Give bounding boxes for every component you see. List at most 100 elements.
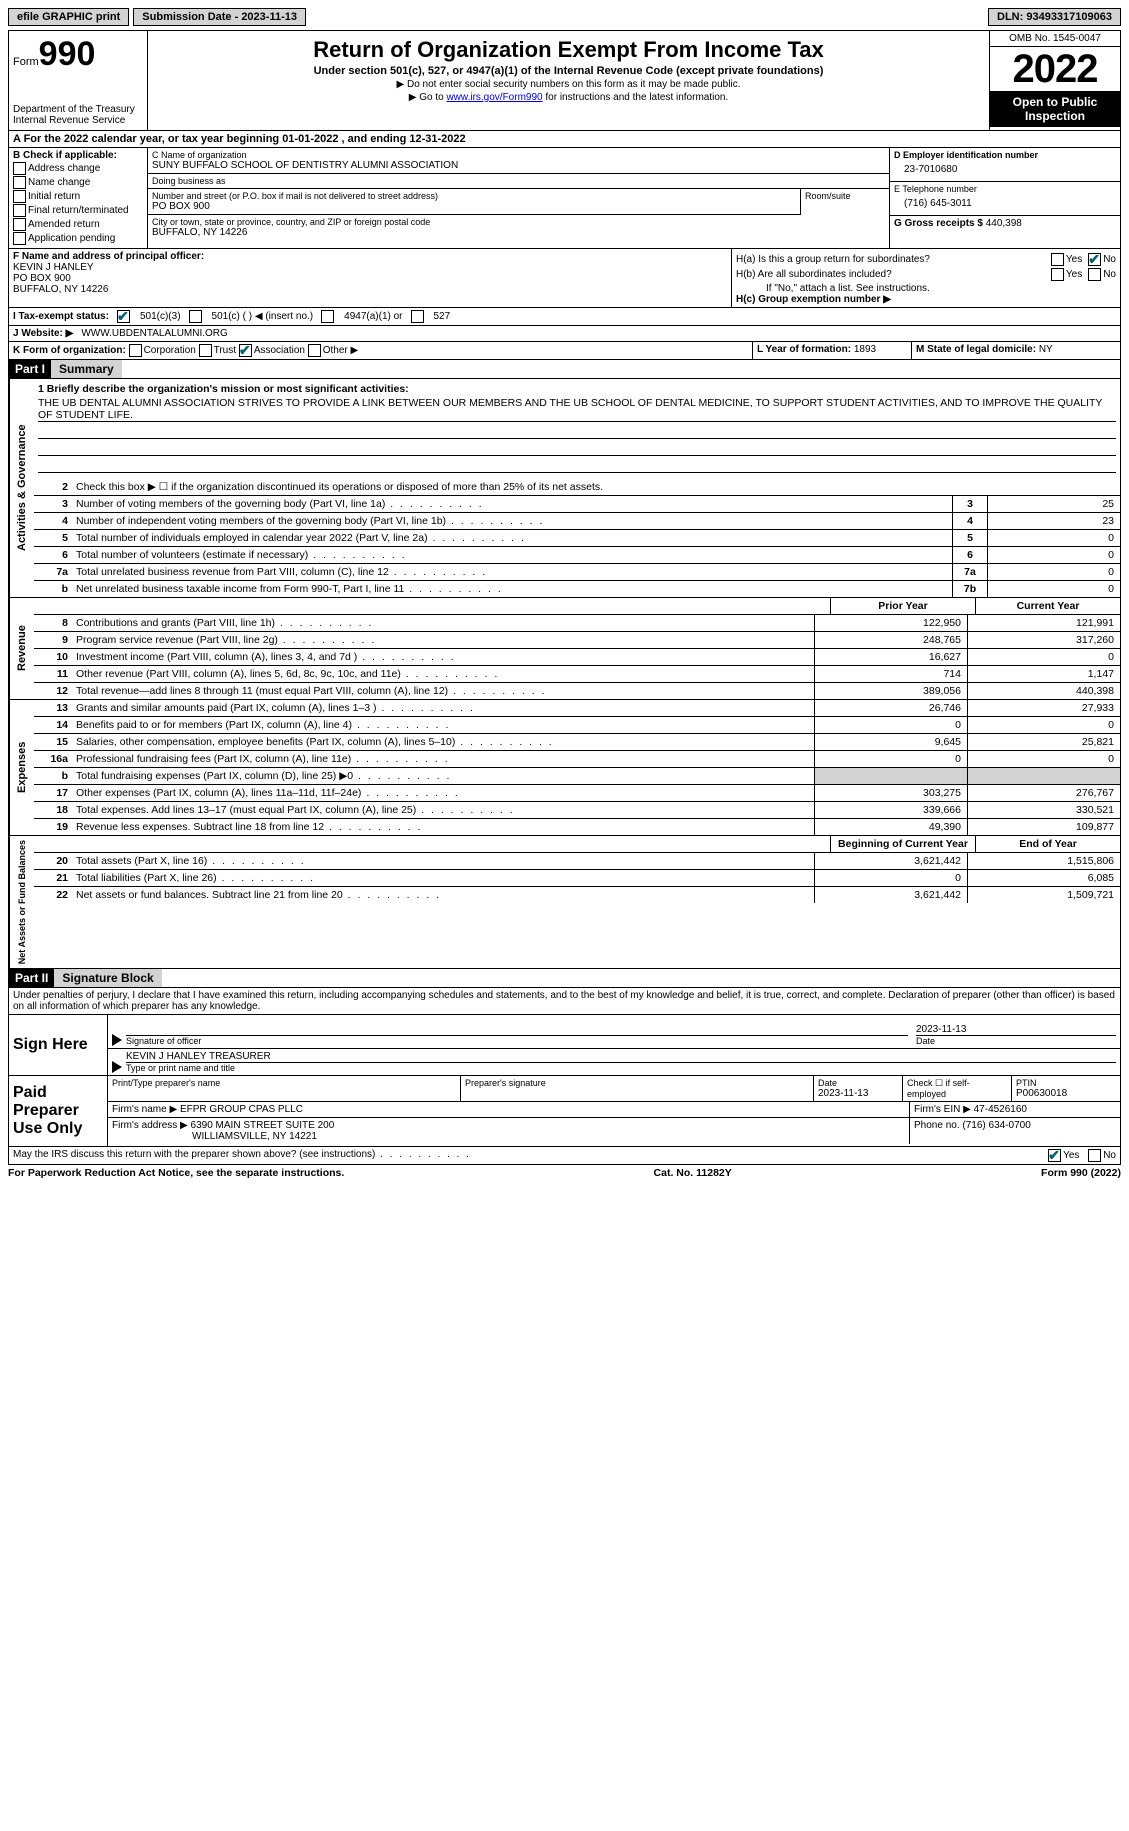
row-j-website: J Website: ▶ WWW.UBDENTALALUMNI.ORG [8,326,1121,342]
firm-addr2: WILLIAMSVILLE, NY 14221 [112,1131,317,1142]
check-pending[interactable] [13,232,26,245]
vlabel-governance: Activities & Governance [9,379,34,597]
firm-name: EFPR GROUP CPAS PLLC [180,1104,303,1115]
dba-label: Doing business as [152,176,885,186]
submission-date: Submission Date - 2023-11-13 [133,8,306,26]
check-501c[interactable] [189,310,202,323]
col-current-year: Current Year [975,598,1120,614]
form-subtitle: Under section 501(c), 527, or 4947(a)(1)… [152,65,985,77]
paid-preparer-label: Paid Preparer Use Only [9,1076,108,1146]
section-bcd: B Check if applicable: Address change Na… [8,148,1121,249]
signature-block: Under penalties of perjury, I declare th… [8,988,1121,1165]
page-footer: For Paperwork Reduction Act Notice, see … [8,1165,1121,1181]
revenue-section: Revenue Prior Year Current Year 8Contrib… [8,598,1121,700]
row-klm: K Form of organization: Corporation Trus… [8,342,1121,360]
room-label: Room/suite [801,189,889,215]
sig-name-label: Type or print name and title [126,1063,1116,1073]
irs-no[interactable] [1088,1149,1101,1162]
mission-label: 1 Briefly describe the organization's mi… [38,383,1116,395]
check-corp[interactable] [129,344,142,357]
state-domicile: NY [1039,344,1053,355]
mission-text: THE UB DENTAL ALUMNI ASSOCIATION STRIVES… [38,397,1116,422]
sig-declaration: Under penalties of perjury, I declare th… [9,988,1120,1014]
line2: Check this box ▶ ☐ if the organization d… [72,479,1120,495]
arrow-icon [112,1061,122,1073]
efile-button[interactable]: efile GRAPHIC print [8,8,129,26]
vlabel-revenue: Revenue [9,598,34,699]
row-a-calendar: A For the 2022 calendar year, or tax yea… [8,131,1121,148]
omb-number: OMB No. 1545-0047 [990,31,1120,47]
check-initial[interactable] [13,190,26,203]
org-city: BUFFALO, NY 14226 [152,227,885,238]
tel-label: E Telephone number [894,184,1116,194]
topbar: efile GRAPHIC print Submission Date - 20… [8,8,1121,26]
gross-receipts: 440,398 [986,218,1022,229]
open-inspection: Open to Public Inspection [990,91,1120,127]
vlabel-expenses: Expenses [9,700,34,835]
check-amended[interactable] [13,218,26,231]
ha-yes[interactable] [1051,253,1064,266]
sig-name: KEVIN J HANLEY TREASURER [126,1051,1116,1063]
note-link: ▶ Go to www.irs.gov/Form990 for instruct… [152,92,985,103]
note-ssn: ▶ Do not enter social security numbers o… [152,79,985,90]
firm-addr1: 6390 MAIN STREET SUITE 200 [191,1120,335,1131]
footer-left: For Paperwork Reduction Act Notice, see … [8,1167,344,1179]
sig-officer-label: Signature of officer [126,1036,908,1046]
gross-label: G Gross receipts $ [894,218,983,229]
hb-yes[interactable] [1051,268,1064,281]
officer-addr1: PO BOX 900 [13,273,727,284]
activities-governance: Activities & Governance 1 Briefly descri… [8,379,1121,598]
col-end-year: End of Year [975,836,1120,852]
city-label: City or town, state or province, country… [152,217,885,227]
ptin: P00630018 [1016,1088,1116,1099]
col-prior-year: Prior Year [830,598,975,614]
org-address: PO BOX 900 [152,201,796,212]
check-other[interactable] [308,344,321,357]
ha-no[interactable] [1088,253,1101,266]
arrow-icon [112,1034,122,1046]
part2-header: Part II Signature Block [8,969,1121,988]
ein: 23-7010680 [894,160,1116,179]
org-name: SUNY BUFFALO SCHOOL OF DENTISTRY ALUMNI … [152,160,885,171]
org-name-label: C Name of organization [152,150,885,160]
check-assoc[interactable] [239,344,252,357]
check-final[interactable] [13,204,26,217]
officer-label: F Name and address of principal officer: [13,251,727,262]
firm-phone: (716) 634-0700 [962,1120,1030,1131]
form-number: Form990 [13,35,143,74]
website-url: WWW.UBDENTALALUMNI.ORG [81,328,227,339]
ein-label: D Employer identification number [894,150,1038,160]
addr-label: Number and street (or P.O. box if mail i… [152,191,796,201]
officer-name: KEVIN J HANLEY [13,262,727,273]
sign-here-label: Sign Here [9,1015,108,1075]
sig-date-label: Date [916,1036,1116,1046]
sig-date: 2023-11-13 [916,1024,1116,1036]
ha-label: H(a) Is this a group return for subordin… [736,254,1051,265]
may-irs-discuss: May the IRS discuss this return with the… [13,1149,471,1162]
footer-form: Form 990 (2022) [1041,1167,1121,1179]
col-begin-year: Beginning of Current Year [830,836,975,852]
check-4947[interactable] [321,310,334,323]
netassets-section: Net Assets or Fund Balances Beginning of… [8,836,1121,969]
check-name[interactable] [13,176,26,189]
tax-year: 2022 [990,47,1120,91]
check-501c3[interactable] [117,310,130,323]
check-527[interactable] [411,310,424,323]
hb-note: If "No," attach a list. See instructions… [736,283,1116,294]
check-trust[interactable] [199,344,212,357]
part1-header: Part I Summary [8,360,1121,379]
dln: DLN: 93493317109063 [988,8,1121,26]
dept-label: Department of the Treasury Internal Reve… [13,104,143,126]
row-i-tax-status: I Tax-exempt status: 501(c)(3) 501(c) ( … [8,308,1121,326]
form-title: Return of Organization Exempt From Incom… [152,37,985,63]
hc-label: H(c) Group exemption number ▶ [736,294,1116,305]
vlabel-netassets: Net Assets or Fund Balances [9,836,34,968]
year-formation: 1893 [854,344,876,355]
irs-link[interactable]: www.irs.gov/Form990 [446,92,542,103]
check-address[interactable] [13,162,26,175]
telephone: (716) 645-3011 [894,194,1116,213]
hb-no[interactable] [1088,268,1101,281]
expenses-section: Expenses 13Grants and similar amounts pa… [8,700,1121,836]
irs-yes[interactable] [1048,1149,1061,1162]
firm-ein: 47-4526160 [974,1104,1027,1115]
